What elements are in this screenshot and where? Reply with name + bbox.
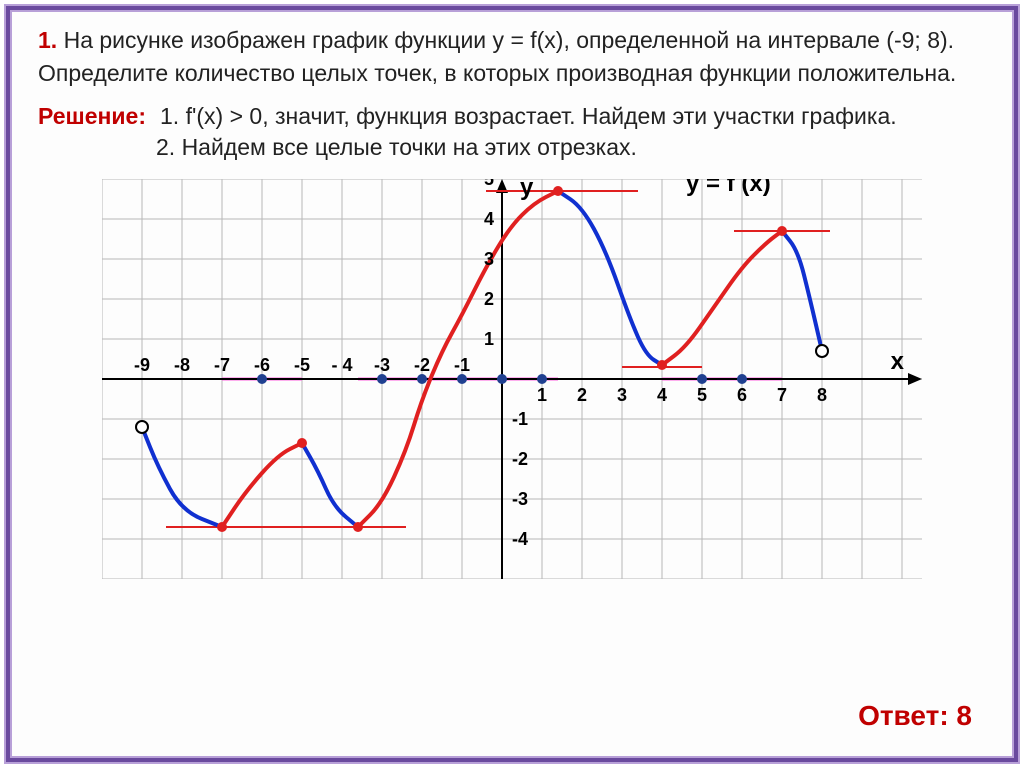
svg-text:- 4: - 4	[331, 355, 352, 375]
svg-text:3: 3	[484, 249, 494, 269]
svg-text:x: x	[891, 348, 905, 375]
chart-container: -9 -8 -7 -6 -5 - 4 -3 -2 -1 1 2 3 4 5 6 7 8 5 4 3 2 1 -1 -2 -3 -4…	[102, 179, 922, 579]
svg-text:y: y	[520, 179, 534, 201]
solution-step-2: 2. Найдем все целые точки на этих отрезк…	[156, 134, 637, 161]
svg-text:-4: -4	[512, 529, 528, 549]
problem-text: 1. На рисунке изображен график функции y…	[38, 24, 986, 91]
problem-body: На рисунке изображен график функции y = …	[38, 27, 956, 86]
solution-label: Решение:	[38, 103, 146, 130]
svg-text:-5: -5	[294, 355, 310, 375]
problem-number: 1.	[38, 27, 57, 53]
svg-text:-7: -7	[214, 355, 230, 375]
svg-text:1: 1	[484, 329, 494, 349]
svg-text:6: 6	[737, 385, 747, 405]
svg-text:y = f (x): y = f (x)	[686, 179, 771, 197]
answer-label: Ответ:	[858, 700, 949, 731]
svg-text:-3: -3	[374, 355, 390, 375]
svg-text:3: 3	[617, 385, 627, 405]
solution-row-1: Решение: 1. f'(x) > 0, значит, функция в…	[38, 103, 986, 130]
svg-text:2: 2	[577, 385, 587, 405]
svg-text:2: 2	[484, 289, 494, 309]
svg-text:1: 1	[537, 385, 547, 405]
svg-text:-2: -2	[414, 355, 430, 375]
svg-text:5: 5	[484, 179, 494, 189]
solution-step-1: 1. f'(x) > 0, значит, функция возрастает…	[160, 103, 897, 130]
svg-text:4: 4	[657, 385, 667, 405]
svg-text:-8: -8	[174, 355, 190, 375]
slide-frame: 1. На рисунке изображен график функции y…	[6, 6, 1018, 762]
answer-text: Ответ: 8	[858, 700, 972, 732]
svg-text:-1: -1	[454, 355, 470, 375]
svg-text:-3: -3	[512, 489, 528, 509]
svg-text:-9: -9	[134, 355, 150, 375]
svg-text:4: 4	[484, 209, 494, 229]
solution-row-2: 2. Найдем все целые точки на этих отрезк…	[38, 134, 986, 161]
answer-value: 8	[956, 700, 972, 731]
svg-text:-1: -1	[512, 409, 528, 429]
svg-text:-6: -6	[254, 355, 270, 375]
svg-text:5: 5	[697, 385, 707, 405]
function-chart: -9 -8 -7 -6 -5 - 4 -3 -2 -1 1 2 3 4 5 6 7 8 5 4 3 2 1 -1 -2 -3 -4…	[102, 179, 922, 579]
svg-text:8: 8	[817, 385, 827, 405]
svg-text:7: 7	[777, 385, 787, 405]
svg-text:-2: -2	[512, 449, 528, 469]
